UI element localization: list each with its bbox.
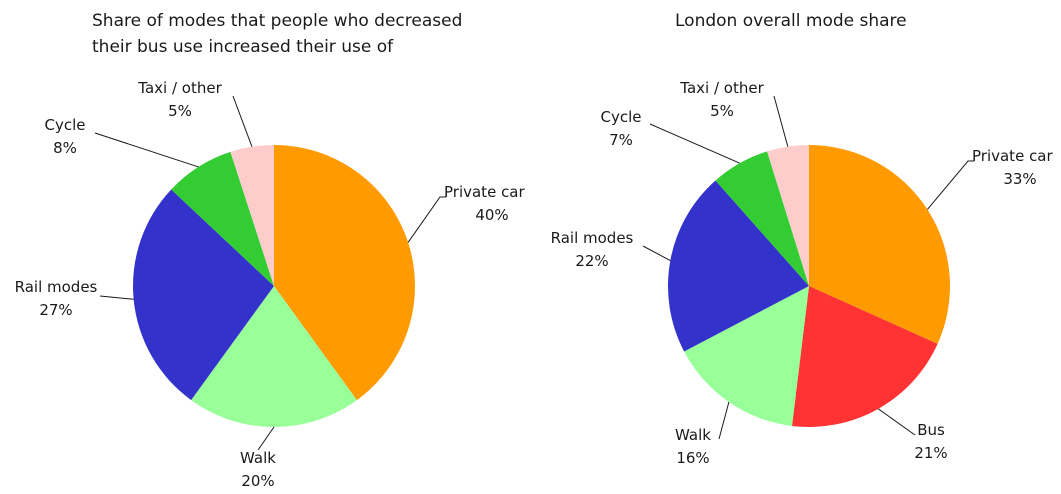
slice-value-left-taxi-other: 5%	[168, 102, 192, 120]
pie-slice-right-walk	[684, 286, 809, 426]
slice-label-right-taxi-other: Taxi / other	[679, 79, 764, 97]
slice-label-right-private-car: Private car	[972, 147, 1054, 165]
pie-slice-left-private-car	[274, 145, 416, 401]
leader-line-right-private-car	[927, 160, 974, 210]
slice-value-right-rail-modes: 22%	[575, 252, 608, 270]
slice-value-right-cycle: 7%	[609, 131, 633, 149]
chart-title-left: Share of modes that people who decreased…	[92, 11, 463, 57]
pie-slice-right-cycle	[715, 151, 809, 286]
leader-line-left-rail-modes	[99, 295, 134, 300]
slice-value-left-cycle: 8%	[53, 139, 77, 157]
leader-line-right-taxi-other	[773, 95, 789, 147]
leader-line-right-rail-modes	[642, 245, 671, 262]
pie-slice-right-bus	[792, 286, 938, 428]
slice-value-right-bus: 21%	[914, 444, 947, 462]
slice-value-left-walk: 20%	[241, 472, 274, 490]
slice-label-left-cycle: Cycle	[45, 116, 86, 134]
slice-label-right-walk: Walk	[675, 426, 711, 444]
slice-value-right-walk: 16%	[676, 449, 709, 467]
slice-value-left-rail-modes: 27%	[39, 301, 72, 319]
slice-label-left-walk: Walk	[240, 449, 276, 467]
leader-line-left-walk	[257, 426, 275, 451]
pie-slice-left-cycle	[171, 151, 274, 286]
pie-slice-right-rail-modes	[668, 180, 809, 352]
slice-value-right-private-car: 33%	[1003, 170, 1036, 188]
pie-slice-left-taxi-other	[230, 145, 274, 286]
slice-label-left-taxi-other: Taxi / other	[137, 79, 222, 97]
slice-label-right-cycle: Cycle	[601, 108, 642, 126]
pie-slice-right-taxi-other	[767, 145, 809, 286]
chart-title-right: London overall mode share	[675, 11, 907, 31]
pie-slice-right-private-car	[809, 145, 950, 344]
slice-value-left-private-car: 40%	[475, 206, 508, 224]
pie-slice-left-rail-modes	[132, 189, 274, 401]
slice-label-right-rail-modes: Rail modes	[551, 229, 634, 247]
leader-line-left-cycle	[94, 132, 199, 168]
slice-label-left-private-car: Private car	[444, 183, 526, 201]
slice-label-left-rail-modes: Rail modes	[15, 278, 98, 296]
leader-line-left-private-car	[407, 196, 446, 243]
slice-label-right-bus: Bus	[917, 421, 945, 439]
leader-line-right-walk	[718, 401, 730, 440]
slice-value-right-taxi-other: 5%	[710, 102, 734, 120]
pie-slice-left-walk	[191, 286, 357, 428]
leader-line-right-bus	[877, 408, 916, 436]
leader-line-right-cycle	[649, 123, 740, 164]
leader-line-left-taxi-other	[232, 95, 253, 147]
